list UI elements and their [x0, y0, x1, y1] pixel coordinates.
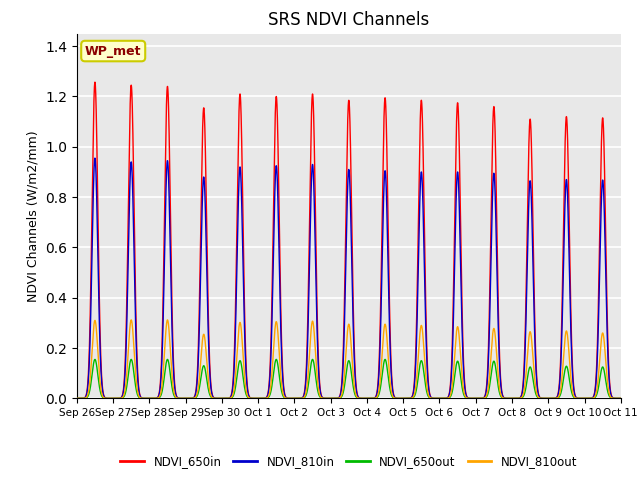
Legend: NDVI_650in, NDVI_810in, NDVI_650out, NDVI_810out: NDVI_650in, NDVI_810in, NDVI_650out, NDV…: [116, 450, 582, 473]
Text: WP_met: WP_met: [85, 45, 141, 58]
Title: SRS NDVI Channels: SRS NDVI Channels: [268, 11, 429, 29]
Y-axis label: NDVI Channels (W/m2/mm): NDVI Channels (W/m2/mm): [26, 130, 40, 302]
